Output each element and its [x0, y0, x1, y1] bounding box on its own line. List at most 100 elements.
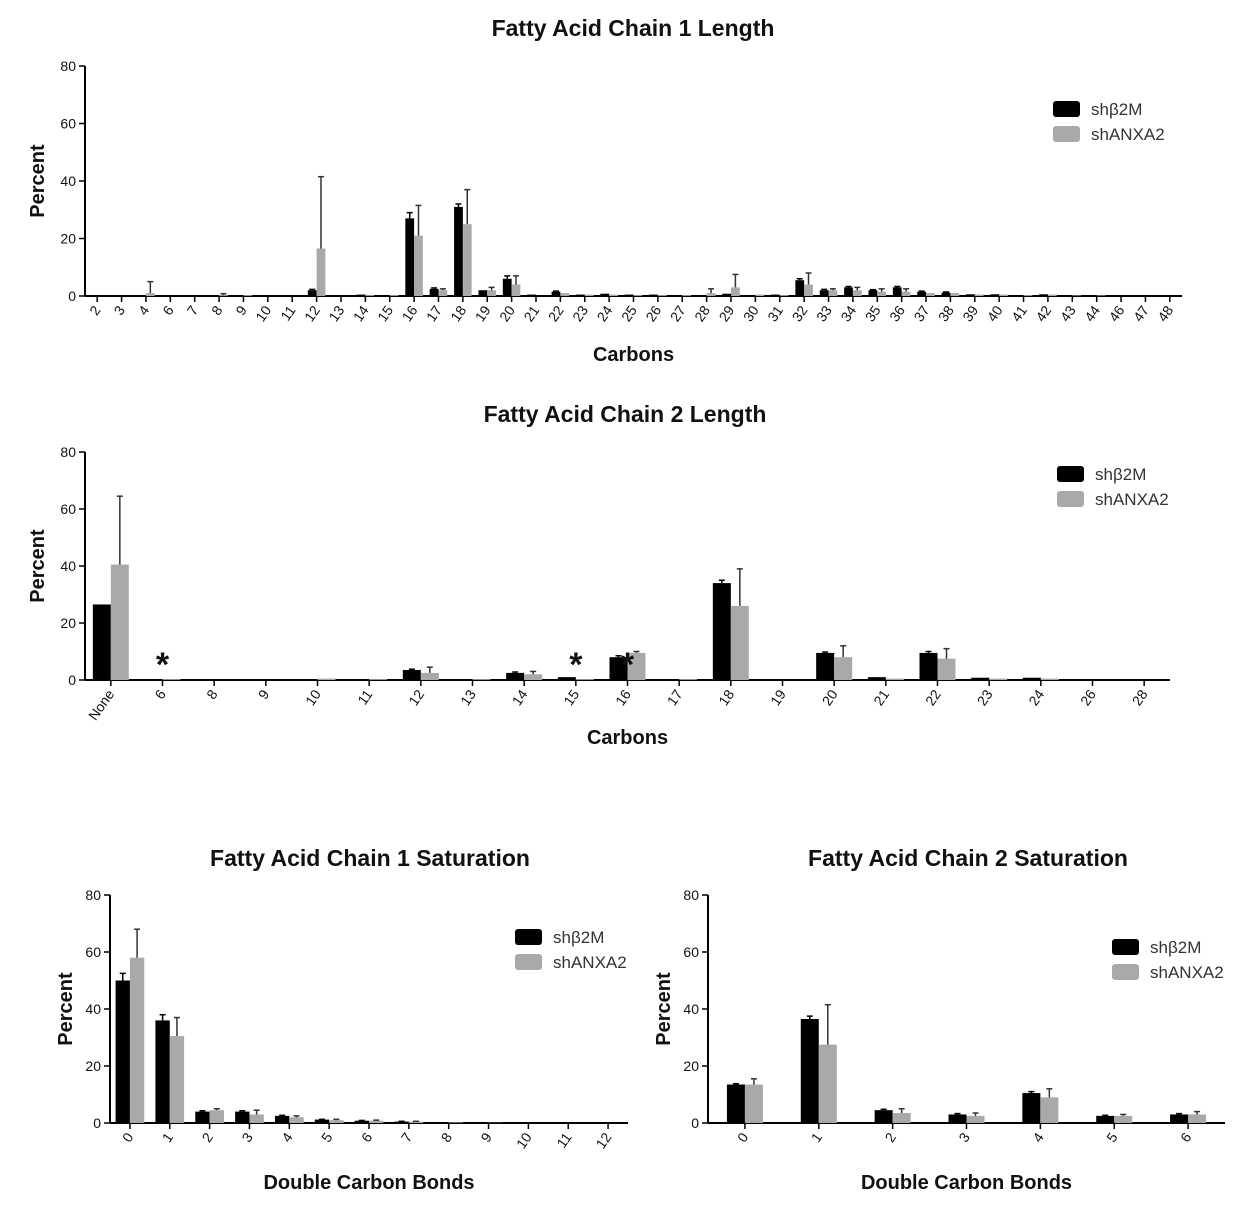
x-tick-label: 8: [208, 302, 226, 318]
bar-shb2m: [1087, 295, 1097, 296]
bar-shanxa2: [316, 248, 326, 296]
bar-shanxa2: [657, 295, 667, 296]
y-axis-label: Percent: [653, 972, 675, 1046]
bar-shanxa2: [818, 1044, 837, 1123]
bar-shanxa2: [974, 294, 984, 296]
bar-shanxa2: [744, 1084, 763, 1123]
legend-label: shβ2M: [553, 928, 604, 947]
bar-shb2m: [502, 278, 512, 296]
bar-shanxa2: [627, 652, 646, 680]
chart-title: Fatty Acid Chain 2 Saturation: [808, 845, 1128, 871]
bar-shb2m: [155, 1020, 170, 1123]
legend-label: shβ2M: [1091, 100, 1142, 119]
bar-shb2m: [92, 604, 111, 680]
bar-shb2m: [575, 294, 585, 296]
x-tick-label: 6: [151, 686, 169, 702]
bar-shb2m: [314, 1119, 330, 1123]
bar-shb2m: [819, 290, 829, 296]
x-tick-label: 15: [374, 302, 396, 324]
bar-shanxa2: [472, 679, 491, 680]
x-tick-label: 48: [1154, 302, 1176, 324]
bar-shanxa2: [1047, 294, 1057, 296]
legend-swatch: [1057, 491, 1084, 507]
x-tick-label: 39: [959, 302, 981, 324]
bar-shanxa2: [609, 294, 618, 296]
x-tick-label: 0: [119, 1129, 137, 1145]
bar-shb2m: [844, 287, 853, 296]
chart-title: Fatty Acid Chain 2 Length: [484, 401, 767, 427]
legend-label: shANXA2: [1150, 963, 1224, 982]
bar-shanxa2: [524, 674, 543, 680]
bar-shb2m: [649, 294, 658, 296]
x-tick-label: None: [85, 686, 117, 723]
bar-shanxa2: [162, 679, 181, 680]
x-tick-label: 42: [1032, 302, 1054, 324]
bar-shb2m: [1014, 295, 1024, 296]
legend-label: shANXA2: [553, 953, 627, 972]
x-tick-label: 2: [86, 302, 104, 318]
legend-swatch: [515, 954, 542, 970]
bar-shanxa2: [584, 294, 594, 296]
x-tick-label: 22: [545, 302, 567, 324]
bar-shb2m: [195, 1111, 210, 1123]
significance-asterisk: *: [569, 646, 583, 684]
bar-shanxa2: [706, 293, 716, 296]
x-tick-label: 12: [301, 302, 323, 324]
chart-panel-4: Fatty Acid Chain 2 Saturation020406080Pe…: [653, 845, 1225, 1194]
x-tick-label: 28: [1129, 686, 1151, 708]
x-tick-label: 1: [159, 1129, 177, 1145]
bar-shb2m: [1022, 677, 1041, 680]
bar-shb2m: [506, 672, 525, 680]
bar-shb2m: [527, 294, 536, 296]
legend-swatch: [1057, 466, 1084, 482]
x-tick-label: 22: [922, 686, 944, 708]
y-tick-label: 20: [60, 231, 76, 247]
legend-swatch: [515, 929, 542, 945]
bar-shanxa2: [389, 295, 399, 296]
x-tick-label: 5: [1103, 1129, 1121, 1145]
x-tick-label: 7: [398, 1129, 416, 1145]
x-tick-label: 40: [984, 302, 1006, 324]
x-tick-label: 46: [1105, 302, 1127, 324]
bar-shb2m: [356, 294, 366, 296]
bar-shb2m: [478, 290, 488, 296]
bar-shb2m: [673, 295, 683, 296]
y-tick-label: 80: [85, 887, 101, 903]
x-tick-label: 17: [423, 302, 445, 324]
bar-shanxa2: [950, 293, 960, 296]
bar-shanxa2: [462, 224, 472, 296]
bar-shanxa2: [219, 295, 228, 296]
x-tick-label: 6: [358, 1129, 376, 1145]
x-tick-label: 16: [612, 686, 634, 708]
x-axis-label: Double Carbon Bonds: [263, 1172, 474, 1194]
x-tick-label: 8: [438, 1129, 456, 1145]
x-tick-label: 38: [935, 302, 957, 324]
chart-title: Fatty Acid Chain 1 Length: [492, 15, 775, 41]
legend-swatch: [1112, 939, 1139, 955]
bar-shanxa2: [369, 1120, 384, 1123]
chart-panel-1: Fatty Acid Chain 1 Length 0 20 40 60 80 Percen…: [27, 15, 1182, 366]
y-tick-label: 80: [60, 444, 76, 460]
bar-shanxa2: [169, 1036, 185, 1123]
x-tick-label: 19: [767, 686, 789, 708]
bar-shanxa2: [885, 678, 904, 680]
x-tick-label: 20: [819, 686, 841, 708]
y-tick-label: 0: [68, 288, 76, 304]
bar-shb2m: [624, 294, 634, 296]
x-tick-label: 19: [472, 302, 494, 324]
x-tick-label: 14: [350, 302, 372, 324]
x-tick-label: 15: [560, 686, 582, 708]
x-axis-label: Double Carbon Bonds: [861, 1172, 1072, 1194]
x-tick-label: 23: [569, 302, 591, 324]
x-tick-label: 21: [870, 686, 892, 708]
x-tick-label: 29: [715, 302, 737, 324]
bar-shanxa2: [755, 294, 765, 296]
x-tick-label: 34: [837, 302, 859, 324]
bar-shb2m: [726, 1084, 745, 1123]
bar-shb2m: [697, 295, 707, 296]
bar-shb2m: [1039, 294, 1048, 296]
x-tick-label: 30: [740, 302, 762, 324]
x-tick-label: 26: [1077, 686, 1099, 708]
bar-shanxa2: [1114, 1115, 1133, 1123]
x-tick-label: 10: [252, 302, 274, 324]
